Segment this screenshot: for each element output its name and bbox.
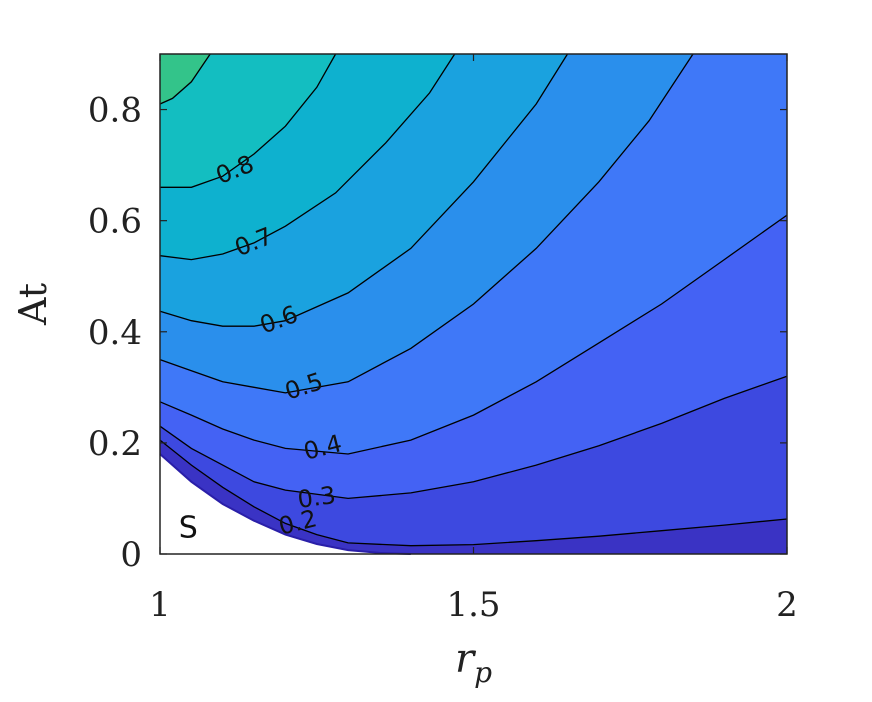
- region-s-fill: [160, 454, 411, 554]
- contour-line: [159, 53, 694, 394]
- x-axis-label: rp: [455, 636, 492, 689]
- y-axis-label: At: [11, 283, 55, 326]
- x-tick-label: 2: [776, 585, 798, 625]
- contour-line: [159, 53, 456, 261]
- contour-lines: [159, 53, 788, 555]
- band-fill: [160, 376, 787, 554]
- contour-label: 0.3: [296, 481, 338, 514]
- x-tick-label: 1: [149, 585, 171, 625]
- contour-line: [159, 214, 788, 455]
- y-tick-label: 0.8: [88, 91, 142, 131]
- y-tick-label: 0: [120, 535, 142, 575]
- contour-line: [159, 439, 788, 547]
- contour-line: [159, 53, 211, 105]
- y-tick-label: 0.4: [88, 313, 142, 353]
- region-boundary: [159, 453, 411, 555]
- x-tick-label: 1.5: [446, 585, 500, 625]
- contour-fills: [160, 54, 787, 554]
- y-axis-ticks: 0 0.2 0.4 0.6 0.8: [88, 91, 787, 575]
- y-tick-label: 0.6: [88, 202, 142, 242]
- y-tick-label: 0.2: [88, 424, 142, 464]
- contour-line: [160, 53, 337, 188]
- contour-line: [159, 53, 569, 327]
- contour-line: [159, 375, 788, 500]
- region-label: S: [179, 511, 198, 546]
- x-axis-label-subscript: p: [474, 656, 492, 689]
- x-axis-ticks: 1 1.5 2: [149, 54, 798, 625]
- x-axis-label-main: r: [455, 636, 477, 682]
